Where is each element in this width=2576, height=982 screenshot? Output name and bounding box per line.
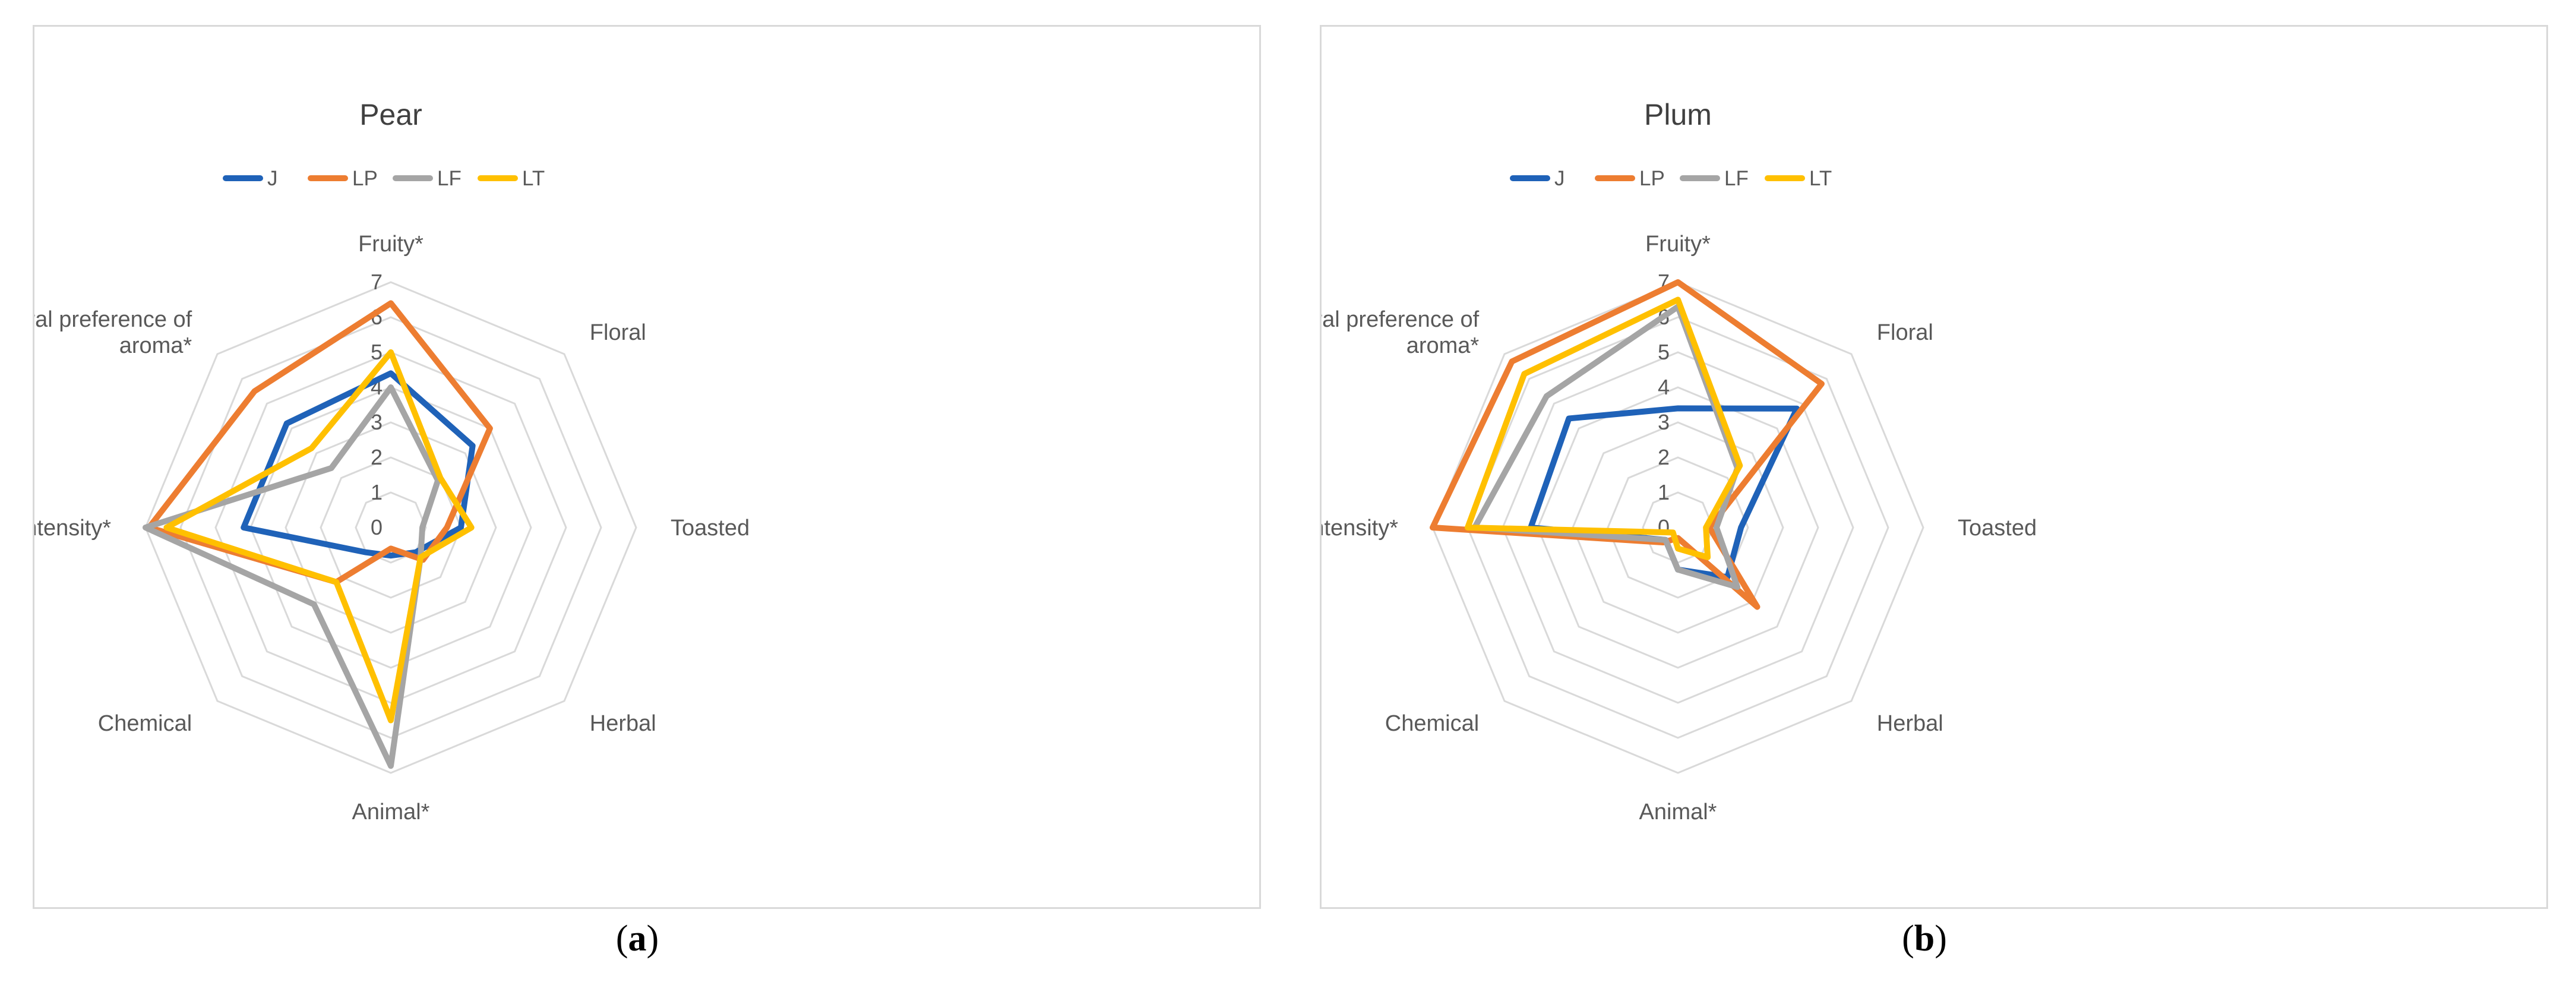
legend-item-lf: LF [1680, 167, 1749, 190]
legend-label: LF [437, 167, 462, 190]
axis-label: Toasted [1958, 516, 2037, 541]
legend-label: LF [1724, 167, 1749, 190]
axis-label: Floral [590, 320, 646, 345]
legend-item-j: J [223, 167, 278, 190]
legend-label: LT [522, 167, 545, 190]
series-line-lp [146, 300, 493, 585]
axis-label: Aroma intensity* [34, 516, 111, 541]
grid-ring-7 [144, 281, 637, 774]
legend-label: J [1554, 167, 1565, 190]
tick-label: 0 [371, 515, 383, 539]
tick-label: 3 [371, 410, 383, 434]
grid-ring-7 [1431, 281, 1924, 774]
legend-item-lt: LT [1765, 167, 1832, 190]
caption-a: (a) [615, 918, 659, 959]
grid-ring-4 [249, 386, 532, 669]
tick-label: 4 [1658, 375, 1670, 399]
legend-label: LP [352, 167, 378, 190]
series-line-lt [163, 349, 475, 724]
tick-label: 7 [371, 270, 383, 294]
grid-ring-1 [1642, 491, 1714, 564]
tick-label: 3 [1658, 410, 1670, 434]
axis-label: Herbal [1877, 711, 1943, 736]
legend-item-lf: LF [393, 167, 462, 190]
legend-item-j: J [1510, 167, 1565, 190]
grid-ring-2 [320, 456, 462, 599]
axis-label: Chemical [98, 711, 192, 736]
axis-label: Animal* [1639, 800, 1717, 825]
axis-label: Fruity* [1645, 232, 1711, 257]
caption-a-letter: a [628, 918, 647, 959]
series-line-lf [143, 384, 441, 769]
legend-item-lp: LP [308, 167, 378, 190]
tick-label: 0 [1658, 515, 1670, 539]
tick-label: 5 [371, 340, 383, 364]
chart-panel-plum: Plum J LP LF LT 0 1 2 3 4 5 6 7 Fruity* Floral Toasted H… [1320, 25, 2548, 909]
grid-ring-6 [179, 316, 602, 739]
tick-label: 2 [371, 445, 383, 469]
grid-ring-3 [285, 421, 497, 634]
tick-label: 2 [1658, 445, 1670, 469]
tick-label: 1 [371, 480, 383, 504]
axis-label: Animal* [352, 800, 430, 825]
chart-title: Pear [359, 98, 422, 131]
radar-grid [144, 281, 637, 774]
caption-b-letter: b [1914, 918, 1935, 959]
series-line-lp [1430, 279, 1825, 610]
grid-ring-5 [1502, 351, 1854, 704]
axis-label: Aroma intensity* [1322, 516, 1398, 541]
axis-label: Toasted [671, 516, 750, 541]
grid-ring-4 [1537, 386, 1819, 669]
grid-ring-1 [355, 491, 427, 564]
tick-label: 1 [1658, 480, 1670, 504]
legend-label: LP [1639, 167, 1665, 190]
legend-item-lt: LT [478, 167, 545, 190]
tick-label: 5 [1658, 340, 1670, 364]
axis-label: Chemical [1385, 711, 1479, 736]
axis-label: Herbal [590, 711, 656, 736]
legend-label: J [267, 167, 278, 190]
legend-item-lp: LP [1595, 167, 1665, 190]
legend-label: LT [1809, 167, 1832, 190]
grid-ring-5 [214, 351, 567, 704]
caption-b: (b) [1902, 918, 1947, 959]
chart-panel-pear: Pear J LP LF LT 0 1 2 3 4 5 6 7 Fruity* Floral Toasted H… [33, 25, 1261, 909]
axis-label: Floral [1877, 320, 1933, 345]
grid-ring-6 [1466, 316, 1889, 739]
series-line-lt [1465, 296, 1743, 561]
axis-label: Fruity* [358, 232, 423, 257]
chart-title: Plum [1644, 98, 1712, 131]
